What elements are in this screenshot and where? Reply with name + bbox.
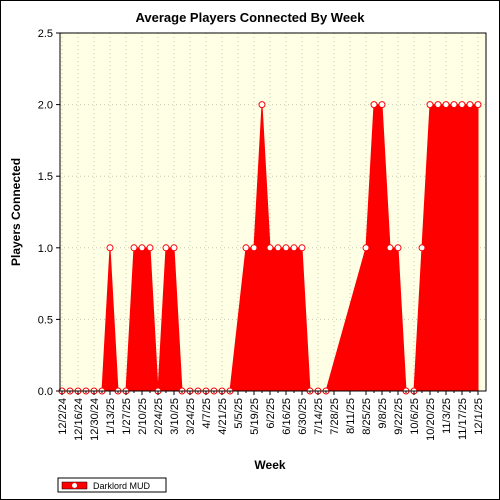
y-axis-label: Players Connected (9, 158, 23, 266)
x-tick-label: 1/27/25 (121, 398, 133, 435)
data-point (450, 101, 458, 109)
data-point (130, 244, 138, 252)
x-tick-label: 12/30/24 (89, 398, 101, 441)
x-tick-label: 6/2/25 (265, 398, 277, 429)
data-point (434, 101, 442, 109)
data-point (274, 244, 282, 252)
x-tick-label: 10/20/25 (425, 398, 437, 441)
x-tick-label: 12/16/24 (73, 398, 85, 441)
plot-frame (59, 32, 487, 392)
x-tick-label: 8/11/25 (345, 398, 357, 434)
y-tick-label: 1.5 (38, 171, 53, 183)
x-tick-label: 9/22/25 (393, 398, 405, 435)
x-tick-label: 11/3/25 (441, 398, 453, 434)
data-point (298, 244, 306, 252)
x-axis-label: Week (254, 458, 285, 472)
x-tick-label: 1/13/25 (105, 398, 117, 435)
y-tick-label: 2.5 (38, 28, 53, 40)
data-point (282, 244, 290, 252)
data-point (162, 244, 170, 252)
y-tick-label: 0.5 (38, 314, 53, 326)
x-tick-label: 6/16/25 (281, 398, 293, 435)
axes: 0.0 0.5 1.0 1.5 2.0 2.5 12/2/24 12/16/24 12/30/2… (38, 28, 487, 441)
data-point (394, 244, 402, 252)
x-tick-label: 10/6/25 (409, 398, 421, 435)
x-tick-label: 7/14/25 (313, 398, 325, 435)
data-point (378, 101, 386, 109)
data-point (170, 244, 178, 252)
data-point (426, 101, 434, 109)
data-point (266, 244, 274, 252)
x-tick-label: 2/24/25 (153, 398, 165, 435)
legend-entry-label: Darklord MUD (93, 481, 151, 491)
data-point (242, 244, 250, 252)
y-tick-label: 1.0 (38, 243, 53, 255)
data-point (466, 101, 474, 109)
x-tick-label: 12/1/25 (473, 398, 485, 435)
x-tick-label: 5/5/25 (233, 398, 245, 429)
data-point (146, 244, 154, 252)
x-tick-label: 2/10/25 (137, 398, 149, 435)
x-tick-label: 5/19/25 (249, 398, 261, 435)
data-point (290, 244, 298, 252)
data-point (258, 101, 266, 109)
data-point (370, 101, 378, 109)
y-tick-label: 0.0 (38, 386, 53, 398)
data-point (458, 101, 466, 109)
chart-title: Average Players Connected By Week (135, 10, 365, 25)
data-point (250, 244, 258, 252)
data-point (106, 244, 114, 252)
data-point (138, 244, 146, 252)
data-point (442, 101, 450, 109)
x-tick-label: 9/8/25 (377, 398, 389, 429)
data-point (362, 244, 370, 252)
y-tick-label: 2.0 (38, 100, 53, 112)
legend: Darklord MUD (57, 477, 167, 493)
data-point (474, 101, 482, 109)
x-tick-label: 4/7/25 (201, 398, 213, 429)
x-tick-label: 3/24/25 (185, 398, 197, 435)
x-tick-label: 7/28/25 (329, 398, 341, 435)
legend-marker (71, 482, 78, 489)
x-tick-label: 3/10/25 (169, 398, 181, 435)
data-point (386, 244, 394, 252)
data-point (418, 244, 426, 252)
x-tick-label: 8/25/25 (361, 398, 373, 435)
x-tick-label: 12/2/24 (57, 398, 69, 435)
x-tick-label: 11/17/25 (457, 398, 469, 440)
x-tick-label: 4/21/25 (217, 398, 229, 435)
x-tick-label: 6/30/25 (297, 398, 309, 435)
